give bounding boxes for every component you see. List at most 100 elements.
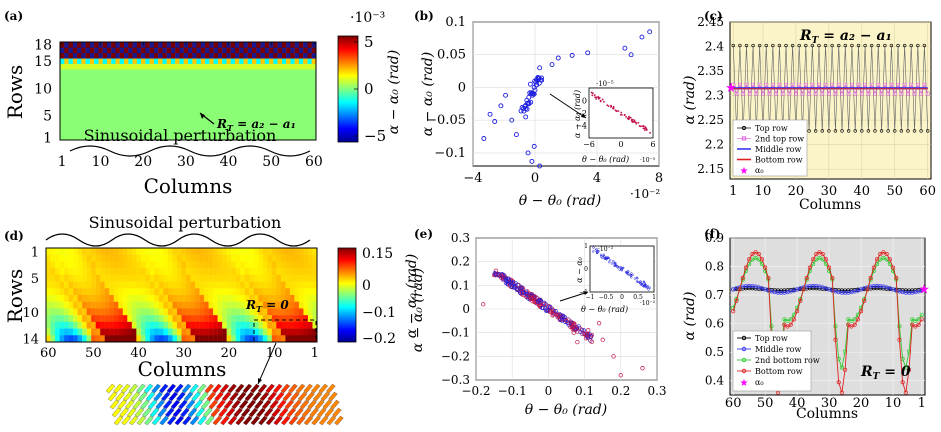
panel-d-cell	[181, 268, 187, 276]
panel-e-inset-point	[627, 273, 630, 277]
panel-f-x-tick-label: 60	[725, 396, 742, 411]
panel-d-cell	[136, 295, 142, 302]
panel-e-inset-point	[614, 263, 618, 267]
panel-d-cell	[298, 335, 304, 343]
panel-d-cell	[303, 281, 309, 289]
panel-d-lattice-unit	[290, 391, 300, 402]
panel-d-lattice-unit	[197, 415, 207, 426]
panel-e-inset-point	[608, 261, 611, 264]
panel-d-cell	[226, 281, 232, 289]
panel-d-cell	[86, 288, 92, 296]
panel-a-band-cell	[162, 47, 167, 54]
panel-c-2nd-top-row-point	[737, 82, 742, 87]
panel-e-point	[537, 297, 543, 303]
panel-d-cell	[213, 321, 218, 329]
panel-b-inset-point	[629, 116, 632, 119]
panel-d-cell	[213, 248, 218, 255]
panel-d-lattice-unit	[120, 383, 131, 394]
panel-a-edge-cell	[106, 58, 112, 64]
panel-c-top-row-point	[889, 43, 894, 48]
panel-d-lattice-unit	[288, 415, 299, 426]
panel-d-cell	[217, 308, 223, 316]
panel-a-band-cell	[264, 42, 270, 48]
panel-c-x-tick-label: 1	[729, 184, 737, 199]
panel-d-sine-curve	[45, 233, 311, 247]
panel-d-lattice-unit	[107, 391, 118, 402]
panel-d-cell	[276, 308, 282, 316]
panel-c-2nd-top-row-point	[744, 82, 749, 87]
panel-a-band-cell	[77, 47, 82, 54]
panel-d-cell	[46, 281, 51, 289]
panel-f-series-point	[759, 257, 765, 262]
panel-d-cell	[307, 295, 313, 302]
panel-d-cell	[186, 268, 191, 276]
panel-e-y-tick-label: −0.1	[441, 326, 470, 340]
panel-c-ylabel: α (rad)	[682, 76, 698, 125]
panel-f-series-point	[740, 275, 745, 280]
panel-d-lattice-unit	[162, 399, 173, 410]
panel-a-band-cell	[81, 42, 86, 48]
panel-d-cell	[307, 261, 313, 269]
panel-d-cell	[91, 321, 96, 329]
panel-d-lattice-unit	[223, 399, 234, 410]
panel-d-lattice-unit	[122, 391, 133, 402]
panel-b-point	[531, 143, 537, 149]
panel-b-cluster-point	[526, 101, 532, 107]
panel-d-cell	[154, 254, 160, 262]
panel-e: (e) −0.2 −0.1 0 0.1 0.2 0.30.30.20.10−0.1−0.2…	[410, 227, 667, 418]
panel-d-lattice-unit	[269, 399, 279, 410]
panel-a-edge-cell	[102, 58, 108, 64]
panel-d-cell	[136, 308, 142, 316]
panel-d-cell	[64, 254, 69, 262]
panel-e-inset-point	[639, 282, 642, 285]
panel-d-cell	[145, 288, 151, 296]
panel-e-point	[560, 313, 565, 319]
panel-a-edge-cell	[153, 58, 159, 64]
panel-d-cell	[91, 268, 96, 276]
panel-f-series-point	[811, 257, 816, 262]
panel-d-cell	[91, 308, 96, 316]
panel-d-cell	[213, 328, 218, 336]
panel-d-cell	[204, 315, 209, 323]
panel-e-point	[540, 305, 545, 311]
panel-d-cell	[231, 315, 236, 323]
panel-d-lattice-unit	[225, 407, 236, 418]
panel-a-y-tick-label: 15	[34, 54, 52, 70]
panel-e-point	[588, 338, 593, 343]
panel-b-inset-ticks: −6 0 60−2−4	[575, 97, 655, 150]
panel-d-cell	[226, 248, 232, 255]
panel-f-series-point	[919, 288, 924, 293]
panel-d-cell	[104, 268, 110, 276]
panel-d-cell	[267, 308, 273, 316]
panel-d-cell	[113, 335, 119, 343]
panel-d-cell	[249, 301, 254, 309]
panel-a-band-cell	[311, 52, 317, 59]
panel-d-cell	[267, 248, 273, 255]
panel-a-band-cell	[273, 42, 278, 48]
panel-a-band-cell	[243, 52, 248, 59]
panel-d-cell	[303, 308, 309, 316]
panel-d-cell	[294, 301, 300, 309]
panel-d-lattice-unit	[113, 415, 124, 426]
panel-d-cell	[46, 301, 51, 309]
panel-a-row	[60, 134, 316, 141]
panel-c-top-row-point	[797, 43, 801, 48]
panel-d-cell	[267, 274, 273, 282]
panel-d-cell	[195, 281, 200, 289]
panel-d-cell	[77, 321, 83, 329]
panel-b-inset-point	[644, 129, 646, 132]
panel-d-cell	[195, 268, 200, 276]
panel-d-cell	[136, 321, 142, 329]
panel-d-cell	[86, 268, 92, 276]
panel-d-cell	[186, 308, 191, 316]
panel-a-edge-cell	[243, 58, 248, 64]
panel-e-point	[529, 296, 534, 301]
panel-a-band-cell	[196, 47, 201, 54]
panel-c-legend-marker	[741, 125, 747, 131]
panel-c-top-row-point	[777, 43, 782, 48]
panel-d-cell	[217, 248, 223, 255]
panel-d-cell	[181, 274, 187, 282]
panel-d-cell	[140, 335, 146, 343]
panel-d-cell	[77, 295, 83, 302]
